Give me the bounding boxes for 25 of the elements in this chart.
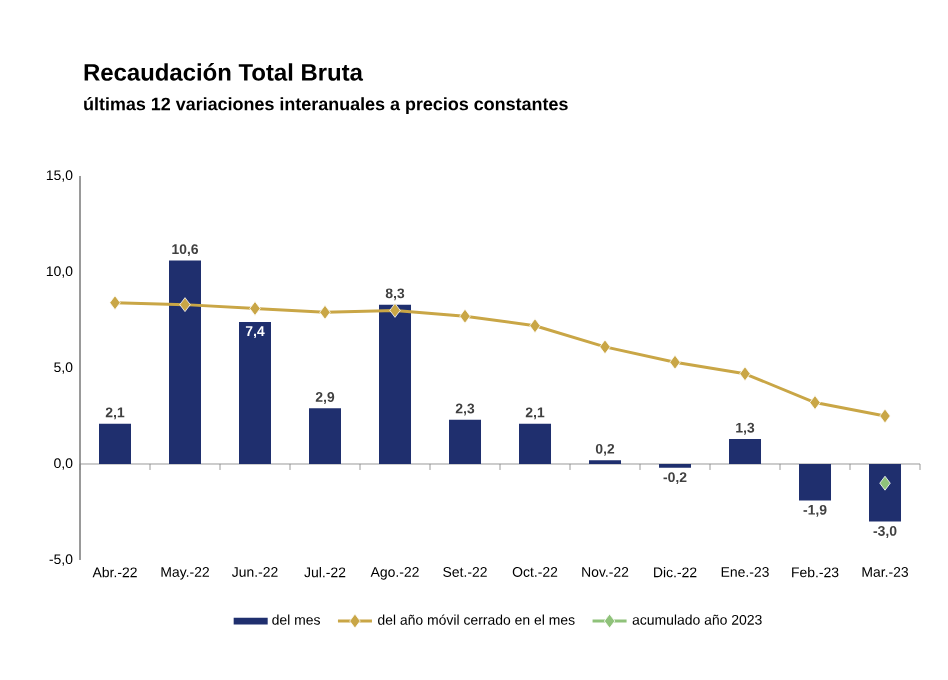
bar bbox=[449, 419, 482, 464]
point bbox=[529, 318, 541, 334]
point bbox=[459, 308, 471, 324]
point bbox=[319, 304, 331, 320]
point bbox=[879, 475, 891, 491]
point bbox=[179, 297, 191, 313]
point bbox=[809, 395, 821, 410]
point bbox=[389, 303, 401, 318]
bar bbox=[519, 423, 552, 464]
point bbox=[879, 408, 891, 424]
bar bbox=[799, 464, 832, 501]
point bbox=[109, 295, 121, 311]
bar bbox=[239, 321, 271, 464]
point bbox=[669, 354, 681, 370]
point bbox=[739, 366, 751, 382]
bar bbox=[379, 304, 412, 464]
point bbox=[599, 339, 611, 355]
chart-subtitle: últimas 12 variaciones interanuales a precios constantes bbox=[84, 97, 568, 114]
bar bbox=[169, 260, 201, 464]
bar bbox=[309, 408, 341, 464]
bar bbox=[869, 464, 902, 522]
chart-title: Recaudación Total Bruta bbox=[84, 63, 364, 81]
point bbox=[249, 301, 261, 316]
bar bbox=[99, 423, 131, 464]
bar bbox=[729, 439, 762, 464]
